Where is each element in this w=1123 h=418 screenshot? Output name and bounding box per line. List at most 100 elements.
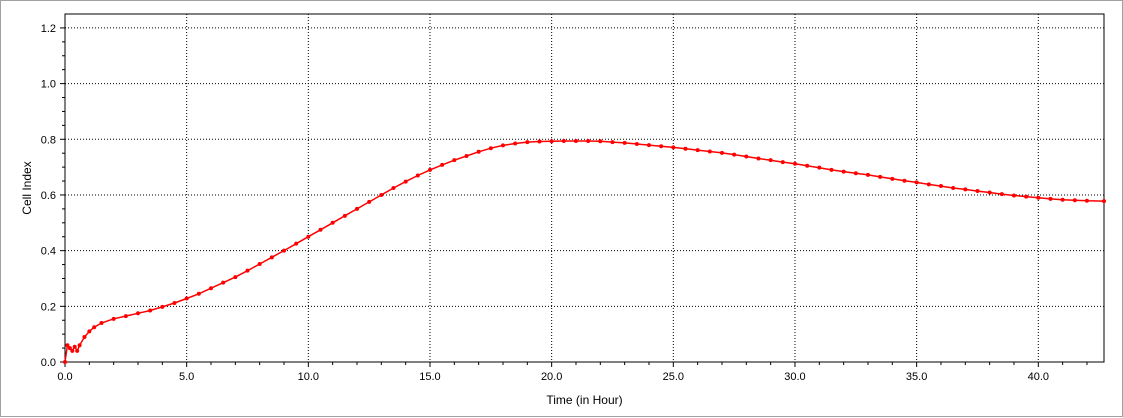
data-point <box>1036 195 1041 200</box>
data-point <box>67 346 72 351</box>
y-tick-label: 0.4 <box>41 246 56 258</box>
data-point <box>476 149 481 154</box>
data-point <box>318 227 323 232</box>
data-point <box>610 140 615 145</box>
data-point <box>92 325 97 330</box>
data-point <box>294 241 299 246</box>
data-point <box>281 248 286 253</box>
y-tick-label: 1.2 <box>41 23 56 35</box>
data-point <box>245 268 250 273</box>
data-point <box>914 180 919 185</box>
data-point <box>488 146 493 151</box>
data-point <box>403 179 408 184</box>
data-point <box>646 143 651 148</box>
data-point <box>561 138 566 143</box>
data-point <box>683 146 688 151</box>
data-point <box>756 156 761 161</box>
data-point <box>148 308 153 313</box>
data-point <box>586 138 591 143</box>
data-point <box>817 165 822 170</box>
data-point <box>75 348 80 353</box>
data-point <box>82 334 87 339</box>
data-point <box>415 173 420 178</box>
data-point <box>525 140 530 145</box>
data-point <box>500 143 505 148</box>
data-point <box>853 171 858 176</box>
data-point <box>938 184 943 189</box>
data-point <box>865 172 870 177</box>
data-point <box>999 192 1004 197</box>
data-point <box>427 167 432 172</box>
data-point <box>391 186 396 190</box>
y-tick-label: 0.6 <box>41 190 56 202</box>
data-point <box>573 138 578 143</box>
y-tick-label: 0.8 <box>41 134 56 146</box>
data-point <box>367 199 372 204</box>
data-point <box>1011 193 1016 198</box>
data-point <box>732 152 737 157</box>
x-tick-label: 35.0 <box>906 371 927 383</box>
x-tick-label: 20.0 <box>541 371 562 383</box>
y-tick-label: 0.2 <box>41 301 56 313</box>
data-point <box>379 192 384 197</box>
data-point <box>744 154 749 159</box>
x-tick-label: 25.0 <box>663 371 684 383</box>
data-point <box>269 255 274 260</box>
data-point <box>902 178 907 183</box>
data-point <box>440 162 445 167</box>
data-point <box>1048 196 1053 201</box>
y-axis-title: Cell Index <box>20 161 34 214</box>
data-point <box>1060 197 1065 202</box>
data-point <box>659 144 664 149</box>
data-point <box>160 304 165 309</box>
y-tick-label: 0.0 <box>41 357 56 369</box>
data-point <box>780 160 785 165</box>
data-point <box>221 280 226 285</box>
data-point <box>123 314 128 319</box>
data-point <box>233 275 238 280</box>
data-point <box>208 286 213 291</box>
data-point <box>951 186 956 190</box>
data-point <box>598 139 603 144</box>
data-point <box>1024 194 1029 199</box>
data-point <box>975 189 980 194</box>
data-point <box>184 296 189 301</box>
data-point <box>257 262 262 267</box>
data-point <box>70 348 75 353</box>
data-point <box>622 140 627 145</box>
data-point <box>513 141 518 146</box>
data-point <box>111 316 116 321</box>
data-point <box>719 150 724 155</box>
y-tick-label: 1.0 <box>41 79 56 91</box>
data-point <box>1084 198 1089 203</box>
data-point <box>926 182 931 187</box>
x-tick-label: 40.0 <box>1028 371 1049 383</box>
x-tick-label: 10.0 <box>298 371 319 383</box>
x-tick-label: 30.0 <box>784 371 805 383</box>
data-point <box>890 176 895 181</box>
data-point <box>707 149 712 154</box>
data-point <box>805 163 810 168</box>
data-point <box>65 343 70 348</box>
data-point <box>695 148 700 153</box>
data-point <box>172 300 177 305</box>
x-tick-label: 5.0 <box>179 371 194 383</box>
data-point <box>634 142 639 147</box>
data-point <box>330 220 335 225</box>
data-point <box>549 139 554 144</box>
data-point <box>72 344 77 349</box>
data-point <box>77 343 82 348</box>
data-point <box>1102 199 1106 204</box>
data-point <box>452 158 457 163</box>
data-point <box>987 190 992 195</box>
data-point <box>63 360 67 364</box>
plot-area <box>64 13 1105 363</box>
data-point <box>963 187 968 192</box>
data-point <box>878 174 883 179</box>
x-tick-label: 15.0 <box>419 371 440 383</box>
data-point <box>99 321 104 326</box>
x-axis-title: Time (in Hour) <box>546 393 622 407</box>
data-point <box>354 206 359 211</box>
